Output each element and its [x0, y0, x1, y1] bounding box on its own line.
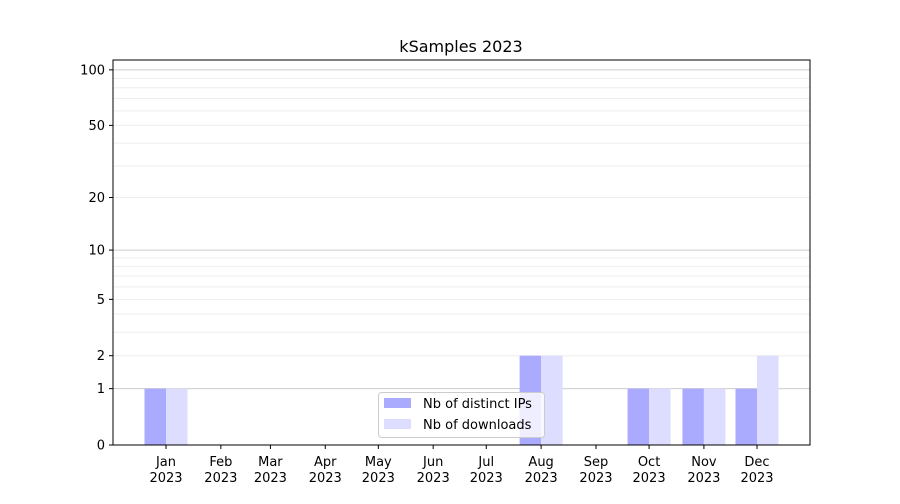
x-tick-label-month: Jul	[477, 455, 494, 470]
x-tick-label-month: Jan	[155, 455, 176, 470]
x-tick-label-month: Nov	[691, 455, 717, 470]
y-tick-label: 50	[88, 119, 105, 134]
x-tick-label-month: Feb	[209, 455, 232, 470]
x-tick-label-year: 2023	[687, 471, 720, 486]
x-tick-label-month: Dec	[744, 455, 769, 470]
plot-frame	[112, 59, 811, 446]
x-tick-label-year: 2023	[149, 471, 182, 486]
y-tick-label: 100	[80, 63, 105, 78]
x-tick-label-month: Sep	[584, 455, 609, 470]
x-tick-label-month: Oct	[638, 455, 660, 470]
legend-box	[378, 392, 545, 438]
bar-distinct-ips	[682, 388, 704, 445]
bar-distinct-ips	[735, 388, 757, 445]
y-tick-label: 20	[88, 191, 105, 206]
chart-title: kSamples 2023	[399, 37, 522, 56]
x-tick-label-month: Jun	[422, 455, 443, 470]
x-tick-label-year: 2023	[579, 471, 612, 486]
x-tick-label-month: Apr	[314, 455, 337, 470]
x-tick-label-year: 2023	[470, 471, 503, 486]
legend-swatch	[384, 398, 411, 408]
bar-downloads	[703, 388, 726, 445]
x-tick-label-year: 2023	[633, 471, 666, 486]
bar-distinct-ips	[627, 388, 650, 445]
x-tick-label-year: 2023	[525, 471, 558, 486]
x-tick-label-year: 2023	[204, 471, 237, 486]
y-tick-label: 2	[97, 349, 105, 364]
x-tick-label-month: Aug	[528, 455, 553, 470]
x-tick-label-year: 2023	[362, 471, 395, 486]
bar-downloads	[166, 388, 188, 445]
x-tick-label-month: Mar	[258, 455, 283, 470]
legend-swatch	[384, 419, 411, 429]
x-tick-label-year: 2023	[417, 471, 450, 486]
bar-downloads	[541, 355, 563, 445]
x-tick-label-year: 2023	[254, 471, 287, 486]
legend-label: Nb of distinct IPs	[423, 397, 532, 412]
y-tick-label: 5	[97, 293, 105, 308]
y-tick-label: 10	[88, 244, 105, 259]
x-tick-label-year: 2023	[740, 471, 773, 486]
x-tick-label-year: 2023	[309, 471, 342, 486]
y-tick-label: 0	[97, 439, 105, 454]
legend-label: Nb of downloads	[423, 418, 532, 433]
bar-distinct-ips	[144, 388, 166, 445]
x-tick-label-month: May	[365, 455, 392, 470]
y-tick-label: 1	[97, 382, 105, 397]
bar-downloads	[757, 355, 779, 445]
bar-downloads	[649, 388, 671, 445]
